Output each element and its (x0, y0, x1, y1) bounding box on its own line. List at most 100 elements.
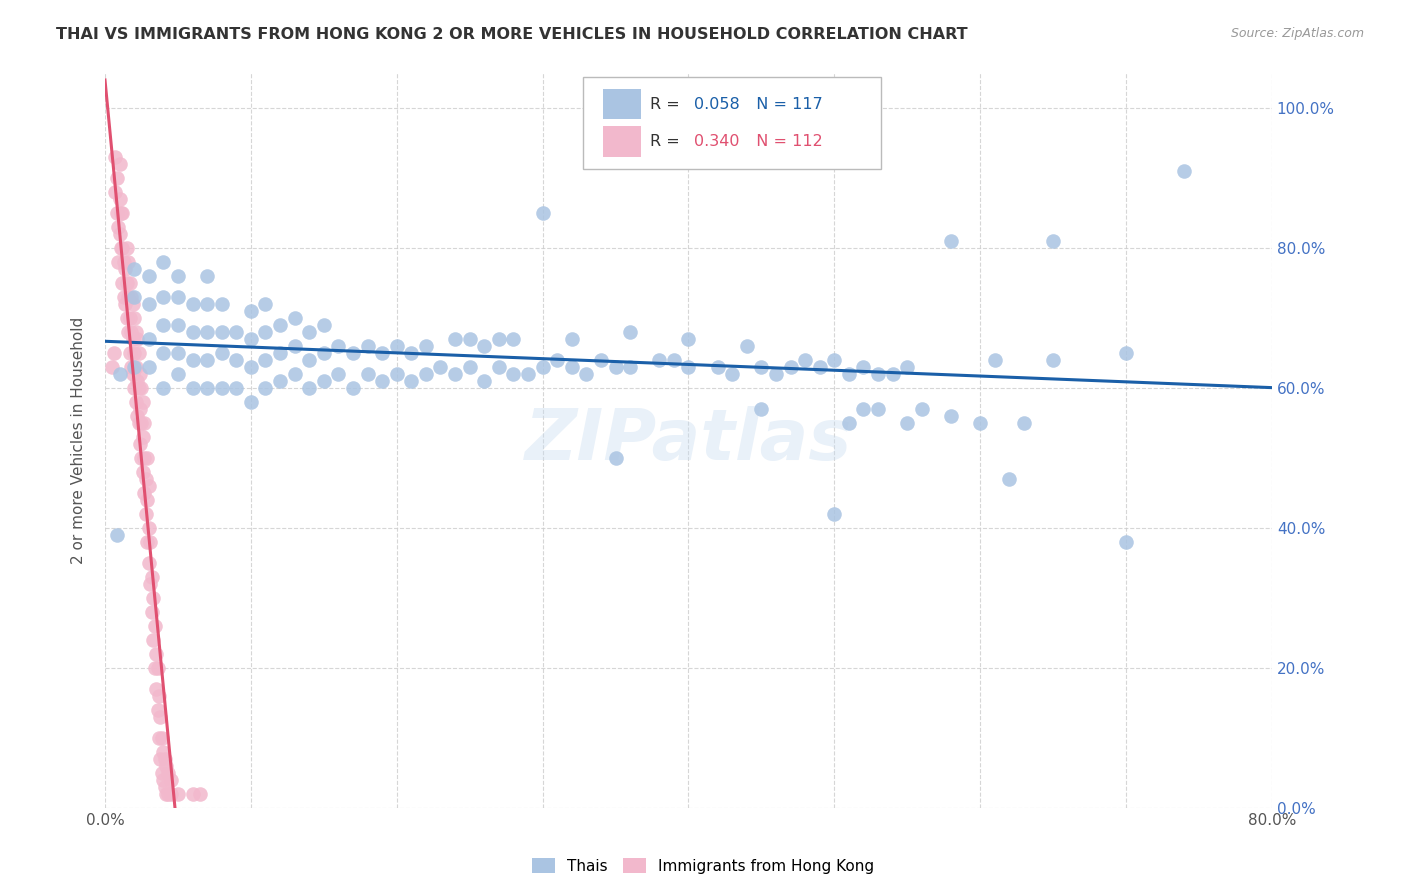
Point (131, 416, 153, 430)
Point (146, 703, 169, 717)
Point (1042, 234, 1064, 248)
Point (415, 339, 437, 353)
Point (153, 780, 176, 794)
Legend: Thais, Immigrants from Hong Kong: Thais, Immigrants from Hong Kong (526, 852, 880, 880)
Point (167, 290, 190, 304)
Point (225, 325, 247, 339)
Y-axis label: 2 or more Vehicles in Household: 2 or more Vehicles in Household (72, 317, 86, 564)
Point (101, 359, 124, 374)
FancyBboxPatch shape (583, 77, 882, 169)
Point (619, 325, 641, 339)
Text: N = 112: N = 112 (745, 134, 823, 149)
Point (128, 346, 150, 360)
Point (142, 591, 165, 605)
Point (838, 416, 860, 430)
Point (371, 374, 394, 388)
Point (298, 325, 321, 339)
Point (138, 479, 160, 493)
Point (561, 359, 583, 374)
Point (472, 339, 495, 353)
Point (181, 297, 204, 311)
Point (678, 359, 700, 374)
Point (239, 395, 262, 409)
Point (142, 633, 165, 648)
Point (132, 430, 155, 444)
Point (998, 472, 1021, 486)
Point (134, 416, 156, 430)
Point (139, 577, 162, 591)
Point (111, 241, 134, 255)
Point (546, 353, 568, 368)
Point (107, 255, 129, 269)
Point (156, 766, 179, 780)
Point (195, 268, 218, 283)
FancyBboxPatch shape (603, 126, 641, 157)
Point (121, 332, 143, 346)
Text: 0.058: 0.058 (695, 96, 740, 112)
Point (145, 681, 167, 696)
Point (152, 381, 174, 395)
Point (138, 359, 160, 374)
Point (328, 367, 350, 381)
Point (122, 262, 145, 277)
Point (121, 297, 143, 311)
Point (211, 297, 233, 311)
Point (122, 290, 145, 304)
Point (211, 325, 233, 339)
Point (269, 346, 291, 360)
Point (254, 381, 277, 395)
Point (561, 332, 583, 346)
Point (195, 381, 218, 395)
Point (152, 290, 174, 304)
Point (138, 556, 160, 570)
Point (111, 276, 134, 290)
Point (939, 409, 962, 423)
Point (239, 332, 262, 346)
Point (118, 276, 141, 290)
Point (254, 325, 277, 339)
Point (155, 787, 177, 801)
Text: R =: R = (650, 134, 685, 149)
Point (429, 359, 451, 374)
Point (678, 150, 700, 164)
Point (117, 255, 139, 269)
Point (152, 255, 174, 269)
Point (125, 332, 148, 346)
Point (129, 367, 152, 381)
Point (145, 647, 167, 661)
Text: R =: R = (650, 96, 685, 112)
Point (114, 297, 136, 311)
Point (117, 290, 139, 304)
Point (779, 359, 801, 374)
Point (444, 332, 467, 346)
Point (138, 268, 160, 283)
Point (131, 450, 153, 465)
Point (605, 359, 627, 374)
Point (167, 268, 190, 283)
Point (120, 359, 142, 374)
Point (458, 332, 481, 346)
Point (735, 339, 758, 353)
Text: N = 117: N = 117 (745, 96, 823, 112)
Point (139, 535, 162, 549)
Point (114, 262, 136, 277)
Point (146, 661, 169, 675)
Point (167, 318, 190, 332)
Point (152, 773, 174, 788)
Point (138, 521, 160, 535)
Point (984, 353, 1007, 368)
Point (328, 339, 350, 353)
Point (1012, 416, 1035, 430)
Point (103, 346, 125, 360)
Point (149, 710, 172, 724)
Point (181, 325, 204, 339)
Point (254, 297, 277, 311)
Point (211, 381, 233, 395)
Point (155, 759, 177, 773)
Point (110, 206, 132, 220)
Point (312, 346, 335, 360)
Point (312, 374, 335, 388)
Point (124, 359, 146, 374)
Point (115, 241, 138, 255)
Text: ZIPatlas: ZIPatlas (524, 406, 852, 475)
